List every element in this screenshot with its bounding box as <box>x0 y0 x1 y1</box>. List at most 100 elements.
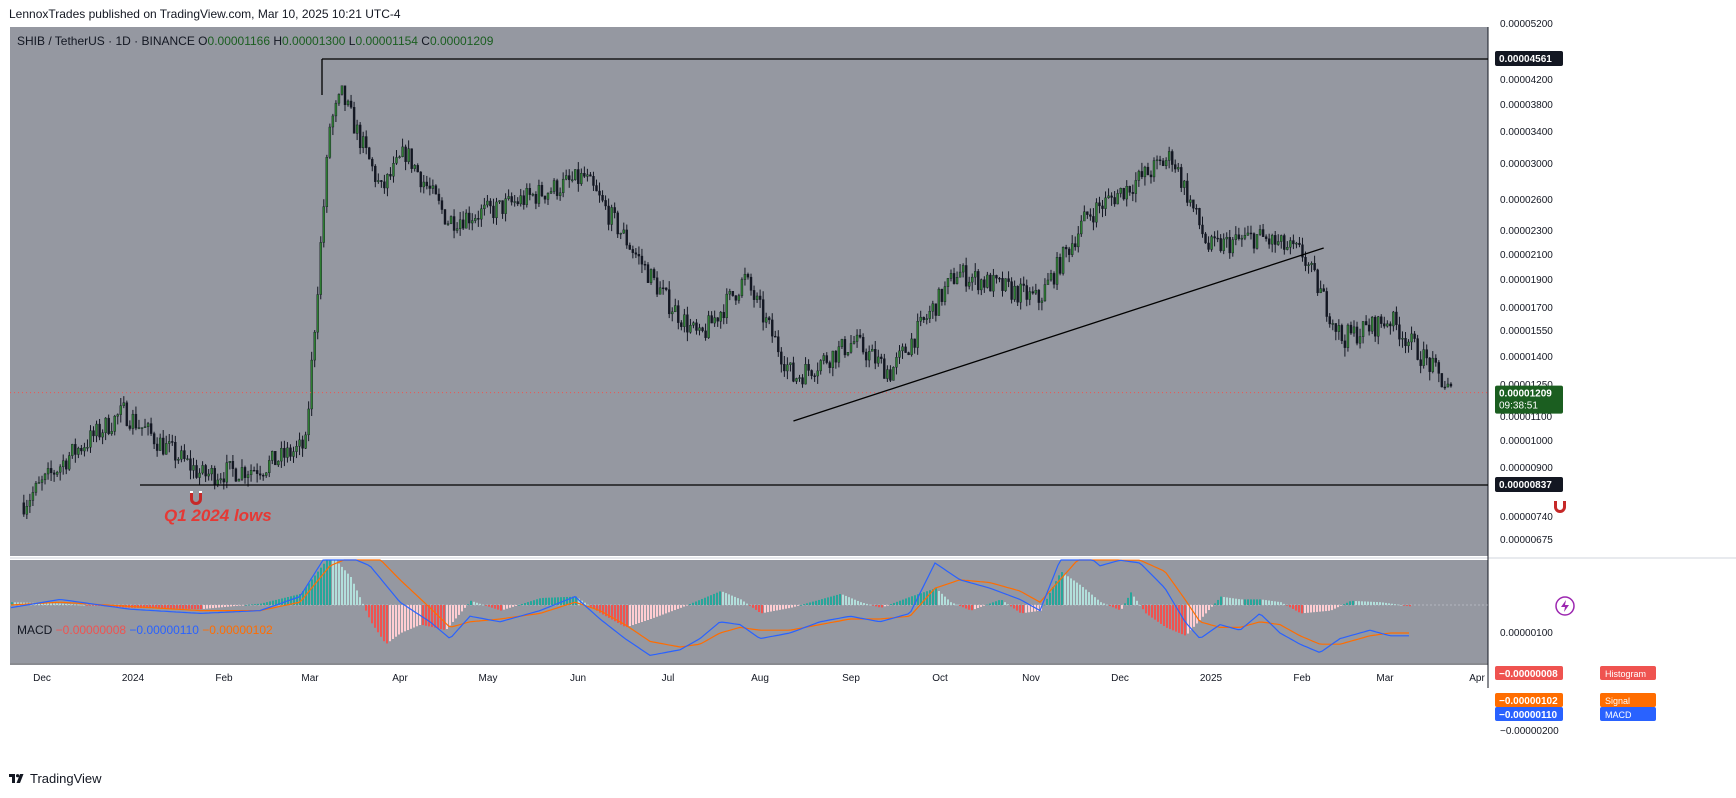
candle <box>255 463 259 483</box>
magnet-body <box>1554 500 1566 513</box>
candle-body <box>1022 283 1025 286</box>
histogram-bar <box>428 605 430 627</box>
candle-body <box>961 265 965 273</box>
candle <box>249 464 253 482</box>
histogram-bar <box>251 604 253 606</box>
histogram-bar <box>1190 605 1192 631</box>
histogram-bar <box>626 605 628 628</box>
histogram-bar <box>1052 587 1054 605</box>
histogram-bar <box>842 594 844 605</box>
histogram-bar <box>1061 572 1063 605</box>
candle-body <box>222 478 226 483</box>
histogram-bar <box>788 605 790 609</box>
candle-body <box>789 362 792 365</box>
candle-body <box>752 290 756 300</box>
open-value: 0.00001166 <box>208 34 274 48</box>
candle <box>1367 318 1371 336</box>
candle-body <box>998 277 1001 280</box>
candle <box>1031 286 1035 295</box>
histogram-bar <box>86 605 88 606</box>
candle-body <box>910 338 913 356</box>
histogram-bar <box>266 602 268 605</box>
histogram-bar <box>503 605 505 610</box>
candle-body <box>274 451 277 466</box>
top-level-tag: 0.00004561 <box>1495 51 1563 66</box>
candle <box>574 169 577 181</box>
histogram-bar <box>1313 605 1315 613</box>
histogram-bar <box>899 600 901 605</box>
candle <box>489 198 492 214</box>
candle <box>1419 351 1422 374</box>
candle-body <box>477 218 480 220</box>
candle <box>1222 233 1225 255</box>
candle-body <box>825 355 828 363</box>
histogram-bar <box>71 604 73 605</box>
candle <box>695 319 698 335</box>
candle <box>1428 356 1431 381</box>
candle <box>1274 230 1277 253</box>
candle <box>867 345 871 368</box>
candle <box>161 430 165 456</box>
candle-body <box>55 471 59 475</box>
candle <box>752 285 756 308</box>
candle-body <box>949 273 953 279</box>
candle-body <box>1316 269 1319 294</box>
candle-body <box>1425 349 1428 359</box>
candle <box>1431 351 1434 374</box>
candle-body <box>355 124 359 134</box>
histogram-bar <box>155 605 157 609</box>
candle-body <box>389 174 392 177</box>
tradingview-logo[interactable]: TradingView <box>9 771 102 786</box>
candle-body <box>271 451 274 461</box>
candle <box>1328 313 1331 328</box>
candle <box>1183 180 1186 195</box>
candle <box>395 150 398 165</box>
histogram-bar <box>1286 605 1288 606</box>
candle-body <box>495 201 498 219</box>
histogram-bar <box>1394 604 1396 605</box>
candle-body <box>92 430 95 437</box>
signal-tag-value-bg <box>1495 693 1563 707</box>
histogram-bar <box>326 560 328 605</box>
macd-legend-macd: −0.00000110 <box>129 623 202 637</box>
candle <box>743 267 747 286</box>
candle <box>1395 306 1398 331</box>
candle <box>571 171 574 183</box>
histogram-bar <box>872 605 874 606</box>
histogram-bar <box>1070 578 1072 605</box>
candle-body <box>1083 211 1086 222</box>
histogram-bar <box>1118 605 1120 610</box>
time-axis-tick: 2024 <box>122 673 145 684</box>
histogram-bar <box>668 605 670 613</box>
histogram-bar <box>392 605 394 639</box>
candle-body <box>1261 229 1265 237</box>
candle <box>1107 188 1110 199</box>
high-value: 0.00001300 <box>282 34 349 48</box>
time-axis-tick: Nov <box>1022 673 1040 684</box>
histogram-bar <box>209 605 211 609</box>
histogram-bar <box>743 601 745 605</box>
macd-axis-tick: −0.00000200 <box>1500 726 1559 737</box>
histogram-tag-label: Histogram <box>1605 669 1646 679</box>
histogram-bar <box>1169 605 1171 630</box>
candle <box>277 460 280 467</box>
candle-body <box>967 281 971 287</box>
candle <box>998 276 1001 283</box>
ohlc-label: C <box>421 34 430 48</box>
histogram-bar <box>1049 592 1051 605</box>
candle-body <box>1346 324 1350 348</box>
price-axis-tick: 0.00001900 <box>1500 275 1553 286</box>
histogram-bar <box>1385 602 1387 605</box>
histogram-bar <box>719 591 721 605</box>
histogram-bar <box>683 605 685 607</box>
candle-body <box>349 100 353 108</box>
histogram-bar <box>1379 602 1381 605</box>
candle <box>301 435 304 457</box>
histogram-bar <box>638 605 640 624</box>
candle <box>646 262 650 284</box>
lightning-icon[interactable] <box>1555 596 1575 616</box>
histogram-bar <box>1163 605 1165 626</box>
candle <box>1013 280 1016 302</box>
histogram-bar <box>365 605 367 611</box>
